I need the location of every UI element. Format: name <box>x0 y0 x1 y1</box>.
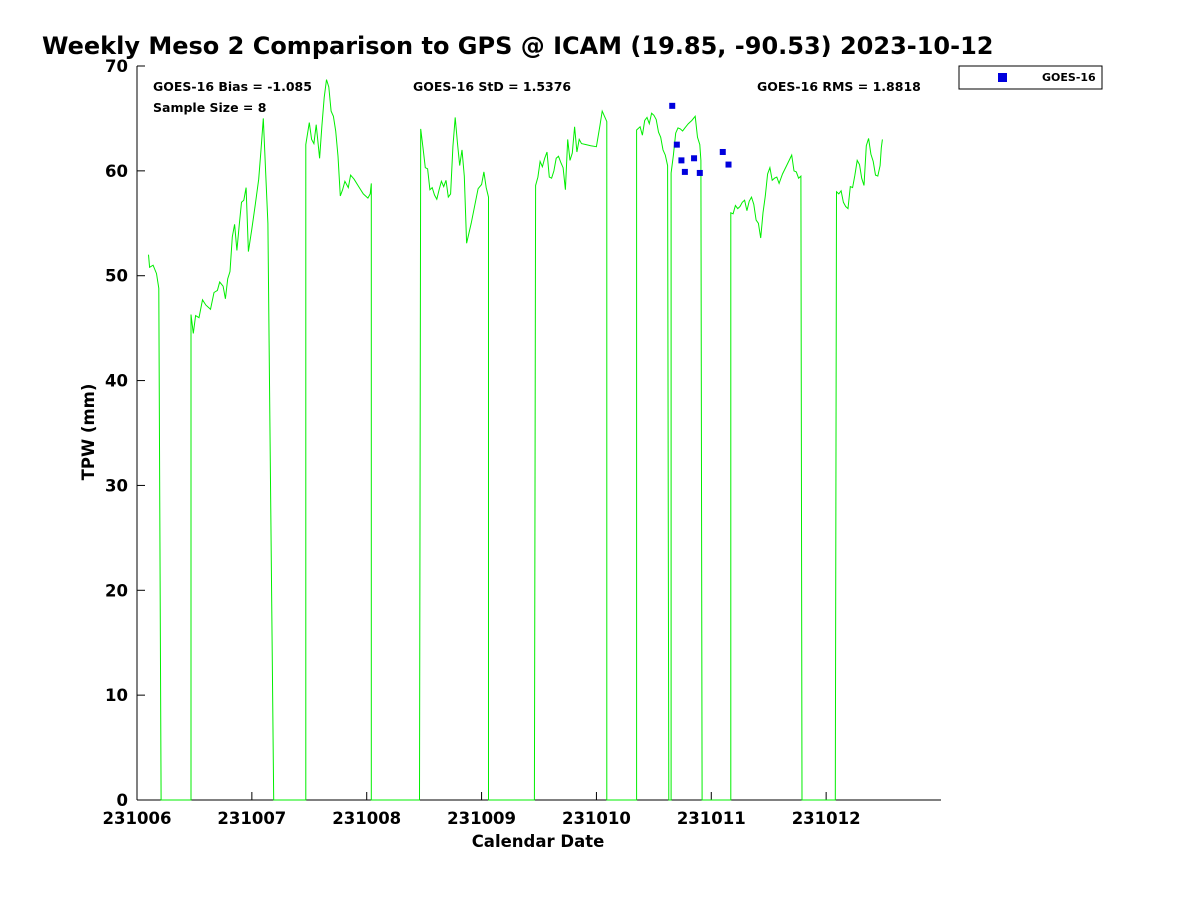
stat-bias: GOES-16 Bias = -1.085 <box>153 79 312 94</box>
x-tick-label: 231007 <box>217 809 286 828</box>
y-tick-label: 40 <box>105 372 128 391</box>
x-tick-label: 231008 <box>332 809 401 828</box>
legend-label-goes16: GOES-16 <box>1042 71 1096 84</box>
goes16-point <box>719 148 726 155</box>
x-tick-label: 231011 <box>677 809 746 828</box>
y-tick-label: 10 <box>105 686 128 705</box>
y-tick-label: 0 <box>117 791 128 810</box>
axes: 0 10 20 30 40 50 60 70 231006 231007 231008 231009 2… <box>103 57 941 828</box>
stat-std: GOES-16 StD = 1.5376 <box>413 79 571 94</box>
y-tick-label: 50 <box>105 267 128 286</box>
goes16-point <box>691 155 698 162</box>
x-tick-label: 231006 <box>103 809 172 828</box>
goes16-point <box>678 157 685 164</box>
y-tick-label: 20 <box>105 581 128 600</box>
goes16-point <box>669 102 676 109</box>
x-axis-label: Calendar Date <box>472 832 605 851</box>
stat-rms: GOES-16 RMS = 1.8818 <box>757 79 921 94</box>
stats-annotations: GOES-16 Bias = -1.085 Sample Size = 8 GO… <box>153 79 921 115</box>
y-tick-label: 30 <box>105 476 128 495</box>
legend-marker-goes16 <box>998 73 1007 82</box>
y-axis-label: TPW (mm) <box>79 384 98 481</box>
legend: GOES-16 <box>958 65 1103 90</box>
x-tick-label: 231009 <box>447 809 516 828</box>
x-tick-label: 231010 <box>562 809 631 828</box>
legend-box <box>958 65 1103 90</box>
goes16-point <box>673 141 680 148</box>
goes16-point <box>696 169 703 176</box>
x-tick-label: 231012 <box>792 809 861 828</box>
goes16-point <box>681 168 688 175</box>
y-tick-label: 60 <box>105 162 128 181</box>
gps-series <box>148 79 883 801</box>
goes16-point <box>725 161 732 168</box>
goes16-series <box>669 102 732 176</box>
y-tick-label: 70 <box>105 57 128 76</box>
chart-title: Weekly Meso 2 Comparison to GPS @ ICAM (… <box>42 32 994 60</box>
gps-tpw-line <box>148 79 883 801</box>
stat-sample-size: Sample Size = 8 <box>153 100 266 115</box>
